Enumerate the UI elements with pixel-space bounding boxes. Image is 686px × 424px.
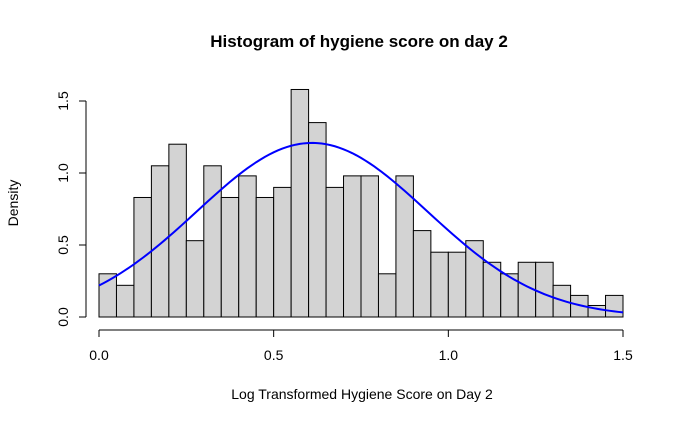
histogram-bar: [447, 251, 467, 318]
x-tick-label: 1.5: [613, 347, 633, 363]
y-tick-label: 1.5: [55, 91, 71, 111]
histogram-bar: [273, 186, 292, 318]
histogram-bar: [430, 251, 449, 318]
histogram-bar: [377, 273, 397, 318]
y-axis-label: Density: [5, 180, 21, 227]
histogram-bar: [290, 88, 310, 318]
histogram-bar: [343, 175, 362, 318]
y-tick-label: 1.0: [55, 163, 71, 183]
histogram-bar: [360, 175, 379, 318]
x-tick-label: 0.0: [89, 347, 109, 363]
histogram-bar: [535, 261, 554, 318]
histogram-bar: [255, 196, 275, 318]
histogram-bar: [412, 230, 432, 318]
x-axis: 0.0 0.5 1.0 1.5: [89, 329, 633, 363]
histogram-bar: [168, 143, 187, 318]
x-axis-label: Log Transformed Hygiene Score on Day 2: [231, 386, 493, 402]
histogram-bar: [203, 165, 222, 318]
y-tick-label: 0.5: [55, 235, 71, 255]
histogram-bar: [150, 165, 170, 318]
histogram-bar: [185, 240, 205, 318]
histogram-bar: [308, 122, 327, 318]
histogram-bar: [115, 284, 135, 318]
x-tick-label: 0.5: [264, 347, 284, 363]
x-tick-label: 1.0: [439, 347, 459, 363]
histogram-bar: [220, 196, 240, 318]
chart-title: Histogram of hygiene score on day 2: [210, 32, 508, 51]
histogram-bar: [238, 175, 257, 318]
histogram-bar: [605, 294, 624, 318]
y-axis: 0.0 0.5 1.0 1.5: [55, 91, 87, 327]
histogram-bar: [325, 186, 345, 318]
y-tick-label: 0.0: [55, 307, 71, 327]
density-curve: [98, 141, 624, 314]
histogram-bars: [98, 88, 624, 318]
